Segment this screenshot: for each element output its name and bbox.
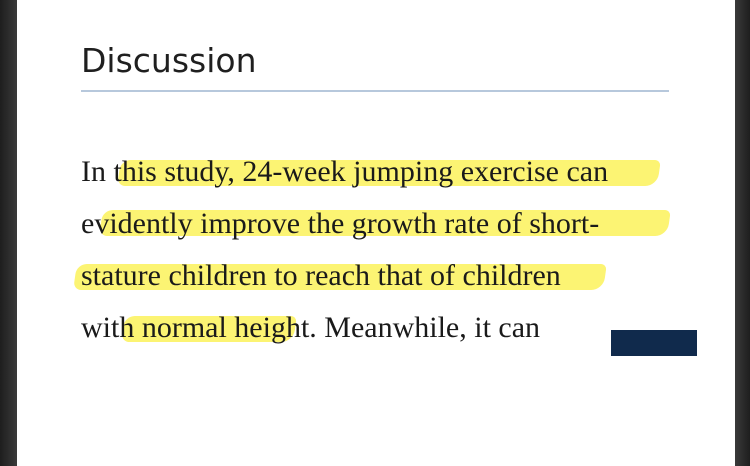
document-page: Discussion In this study, 24-week jumpin… — [17, 0, 735, 466]
discussion-paragraph: In this study, 24-week jumping exercise … — [73, 146, 701, 354]
overlay-bar — [611, 330, 697, 356]
paragraph-line-4: with normal height. Meanwhile, it can — [81, 302, 701, 354]
line-text: In this study, 24-week jumping exercise … — [81, 155, 609, 188]
left-edge-shade — [0, 0, 17, 466]
heading-rule — [81, 90, 669, 92]
right-edge-shade — [735, 0, 750, 466]
line-text: stature children to reach that of childr… — [81, 259, 561, 292]
paragraph-line-1: In this study, 24-week jumping exercise … — [81, 146, 701, 198]
paragraph-line-3: stature children to reach that of childr… — [73, 250, 701, 302]
paragraph-line-2: evidently improve the growth rate of sho… — [81, 198, 701, 250]
line-text: evidently improve the growth rate of sho… — [81, 207, 600, 240]
line-text: with normal height. Meanwhile, it can — [81, 311, 541, 344]
section-heading: Discussion — [81, 41, 257, 80]
